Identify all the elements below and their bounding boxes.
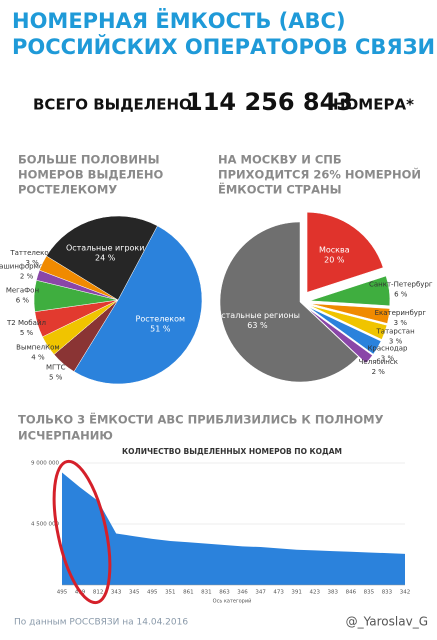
pie-slice [309, 303, 390, 324]
slice-value: 2 % [372, 368, 386, 376]
slice-value: 3 % [381, 355, 395, 363]
x-tick-label: 833 [382, 590, 393, 596]
x-tick-label: 473 [273, 590, 284, 596]
x-tick-label: 812 [93, 590, 104, 596]
pie-slice [46, 215, 158, 301]
x-tick-label: 342 [400, 590, 411, 596]
section-title: БОЛЬШЕ ПОЛОВИНЫ [18, 153, 160, 167]
slice-label: Т2 Мобайл [6, 319, 46, 327]
slice-value: 24 % [95, 253, 116, 262]
slice-value: 3 % [389, 337, 403, 345]
x-tick-label: 346 [237, 590, 248, 596]
total-number: 114 256 843 [186, 88, 353, 116]
x-tick-label: 351 [165, 590, 176, 596]
slice-value: 51 % [150, 325, 171, 334]
section-title: ПРИХОДИТСЯ 26% НОМЕРНОЙ [218, 167, 421, 182]
slice-value: 63 % [247, 321, 268, 330]
section-title: ЁМКОСТИ СТРАНЫ [218, 182, 342, 197]
slice-value: 20 % [324, 255, 345, 264]
x-tick-label: 863 [219, 590, 230, 596]
slice-value: 5 % [49, 374, 63, 382]
slice-label: Башинформсвязь [0, 263, 59, 271]
slice-label: Краснодар [367, 345, 408, 353]
slice-label: Москва [319, 245, 350, 254]
x-tick-label: 831 [201, 590, 212, 596]
slice-value: 4 % [31, 353, 45, 361]
slice-value: 3 % [394, 319, 408, 327]
section-title: НОМЕРОВ ВЫДЕЛЕНО [18, 168, 163, 182]
source: По данным РОССВЯЗИ на 14.04.2016 [14, 618, 188, 628]
section-title: ИСЧЕРПАНИЮ [18, 429, 113, 443]
section-title: НА МОСКВУ И СПБ [218, 153, 342, 167]
x-tick-label: 343 [111, 590, 122, 596]
y-tick-label: 4 500 000 [31, 522, 59, 528]
slice-label: Остальные регионы [215, 311, 300, 320]
total-before: ВСЕГО ВЫДЕЛЕНО [33, 96, 192, 114]
slice-label: МГТС [46, 364, 66, 372]
pie-slice [306, 212, 384, 293]
slice-label: Екатеринбург [375, 309, 427, 317]
chart-title: КОЛИЧЕСТВО ВЫДЕЛЕННЫХ НОМЕРОВ ПО КОДАМ [122, 447, 342, 456]
highlight [52, 459, 112, 605]
x-tick-label: 423 [309, 590, 320, 596]
author: @_Yaroslav_G [346, 615, 428, 629]
slice-value: 2 % [20, 273, 34, 281]
section-title: РОСТЕЛЕКОМУ [18, 183, 117, 197]
total-after: НОМЕРА* [333, 96, 414, 114]
x-tick-label: 495 [147, 590, 158, 596]
x-tick-label: 391 [291, 590, 302, 596]
x-tick-label: 861 [183, 590, 194, 596]
slice-value: 6 % [394, 290, 408, 298]
x-tick-label: 345 [129, 590, 140, 596]
pie-slice [307, 308, 373, 364]
x-axis-label: Ось категорий [213, 598, 252, 605]
slice-label: Таттелеком [9, 249, 54, 257]
x-tick-label: 383 [328, 590, 339, 596]
slice-value: 5 % [20, 329, 34, 337]
title-line: НОМЕРНАЯ ЁМКОСТЬ (АВС) [12, 8, 346, 33]
y-tick-label: 9 000 000 [31, 461, 59, 467]
slice-label: ВымпелКом [16, 343, 60, 351]
pie-slice [309, 305, 388, 340]
pie-slice [219, 221, 359, 383]
x-tick-label: 835 [364, 590, 375, 596]
slice-value: 3 % [25, 259, 39, 267]
title-line: РОССИЙСКИХ ОПЕРАТОРОВ СВЯЗИ [12, 34, 435, 59]
section-title: ТОЛЬКО 3 ЁМКОСТИ АВС ПРИБЛИЗИЛИСЬ К ПОЛН… [18, 412, 384, 427]
slice-label: Татарстан [376, 327, 415, 335]
x-tick-label: 347 [255, 590, 266, 596]
slice-label: Челябинск [359, 358, 398, 366]
x-tick-label: 495 [57, 590, 68, 596]
x-tick-label: 846 [346, 590, 357, 596]
slice-label: Санкт-Петербург [369, 280, 433, 288]
slice-value: 6 % [16, 296, 30, 304]
pie-slice [308, 306, 382, 355]
slice-label: Ростелеком [136, 315, 186, 324]
area [62, 472, 405, 585]
slice-label: МегаФон [6, 286, 39, 294]
slice-label: Остальные игроки [66, 243, 145, 252]
pie-slice [73, 225, 203, 385]
pie-slice [309, 275, 391, 307]
